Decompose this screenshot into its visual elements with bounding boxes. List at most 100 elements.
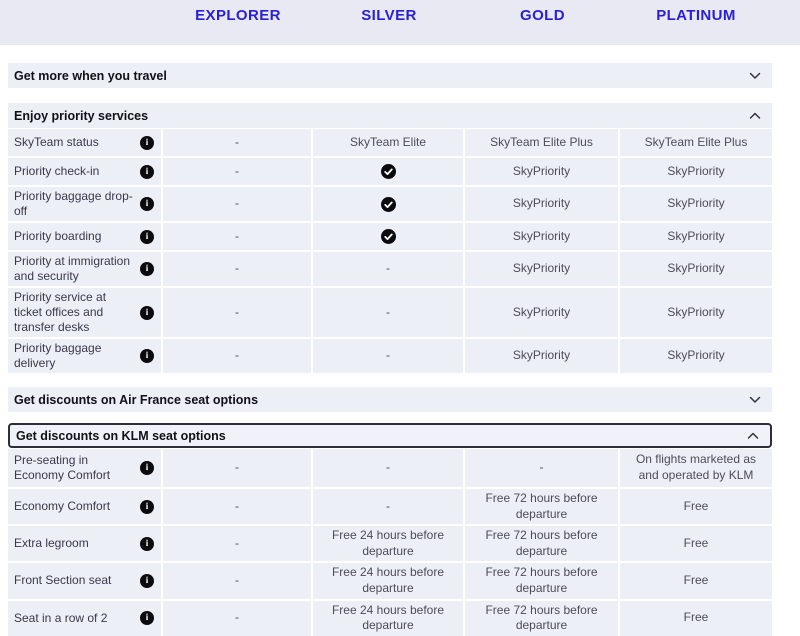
cell-value: SkyTeam Elite Plus: [465, 129, 618, 156]
accordion-get-more-when-you-travel[interactable]: Get more when you travel: [8, 63, 772, 88]
cell-value: Free 24 hours before departure: [313, 526, 463, 562]
cell-value: -: [163, 158, 311, 185]
accordion-enjoy-priority-services[interactable]: Enjoy priority services: [8, 103, 772, 128]
row-label: Pre-seating in Economy Comfort: [14, 453, 111, 482]
cell-value: SkyPriority: [620, 288, 772, 337]
cell-value: -: [163, 526, 311, 562]
cell-value: SkyPriority: [620, 158, 772, 185]
table-row: Seat in a row of 2 i - Free 24 hours bef…: [8, 600, 772, 636]
accordion-title: Enjoy priority services: [14, 108, 149, 123]
column-header-platinum: PLATINUM: [656, 7, 736, 24]
cell-value: SkyPriority: [620, 252, 772, 286]
cell-value: SkyTeam Elite: [313, 129, 463, 156]
cell-value: SkyTeam Elite Plus: [620, 129, 772, 156]
column-header-explorer: EXPLORER: [195, 7, 281, 24]
cell-value: SkyPriority: [465, 252, 618, 286]
klm-seat-options-table: Pre-seating in Economy Comfort i - - - O…: [8, 449, 772, 636]
chevron-up-icon: [749, 112, 761, 120]
accordion-air-france-seat-options[interactable]: Get discounts on Air France seat options: [8, 387, 772, 412]
cell-value: Free: [620, 563, 772, 599]
cell-value: [313, 223, 463, 250]
info-icon[interactable]: i: [140, 229, 154, 244]
cell-value: Free 24 hours before departure: [313, 563, 463, 599]
info-icon[interactable]: i: [140, 573, 154, 588]
cell-value: -: [313, 288, 463, 337]
cell-value: -: [163, 288, 311, 337]
info-icon[interactable]: i: [140, 611, 154, 626]
accordion-title: Get more when you travel: [14, 68, 167, 83]
table-row: Priority boarding i - SkyPriority SkyPri…: [8, 223, 772, 250]
row-label: Priority baggage drop-off: [14, 189, 133, 218]
cell-value: Free 72 hours before departure: [465, 526, 618, 562]
row-label: Priority baggage delivery: [14, 341, 102, 370]
table-row: Pre-seating in Economy Comfort i - - - O…: [8, 449, 772, 487]
cell-value: -: [313, 252, 463, 286]
tier-header-spacer: [0, 0, 163, 45]
info-icon[interactable]: i: [140, 164, 154, 179]
check-icon: [380, 229, 396, 244]
row-label: Priority service at ticket offices and t…: [14, 290, 107, 334]
cell-value: [313, 158, 463, 185]
cell-value: Free 24 hours before departure: [313, 600, 463, 636]
cell-value: SkyPriority: [620, 339, 772, 373]
cell-value: SkyPriority: [465, 158, 618, 185]
row-label: Priority at immigration and security: [14, 254, 131, 283]
cell-value: On flights marketed as and operated by K…: [620, 449, 772, 487]
row-label: SkyTeam status: [14, 135, 99, 149]
cell-value: SkyPriority: [465, 339, 618, 373]
table-row: Extra legroom i - Free 24 hours before d…: [8, 526, 772, 562]
table-row: Priority baggage drop-off i - SkyPriorit…: [8, 187, 772, 221]
table-row: Front Section seat i - Free 24 hours bef…: [8, 563, 772, 599]
cell-value: -: [313, 449, 463, 487]
table-row: SkyTeam status i - SkyTeam Elite SkyTeam…: [8, 129, 772, 156]
cell-value: Free 72 hours before departure: [465, 600, 618, 636]
cell-value: -: [163, 600, 311, 636]
cell-value: -: [163, 252, 311, 286]
cell-value: Free 72 hours before departure: [465, 489, 618, 525]
row-label: Priority check-in: [14, 164, 100, 178]
cell-value: [313, 187, 463, 221]
cell-value: -: [163, 489, 311, 525]
info-icon[interactable]: i: [140, 349, 154, 363]
accordion-title: Get discounts on Air France seat options: [14, 392, 259, 407]
cell-value: Free: [620, 489, 772, 525]
check-icon: [380, 196, 396, 212]
table-row: Priority at immigration and security i -…: [8, 252, 772, 286]
cell-value: -: [163, 223, 311, 250]
info-icon[interactable]: i: [140, 135, 154, 150]
column-header-silver: SILVER: [361, 7, 417, 24]
table-row: Priority check-in i - SkyPriority SkyPri…: [8, 158, 772, 185]
cell-value: SkyPriority: [465, 223, 618, 250]
info-icon[interactable]: i: [140, 197, 154, 211]
table-row: Economy Comfort i - - Free 72 hours befo…: [8, 489, 772, 525]
cell-value: -: [313, 339, 463, 373]
info-icon[interactable]: i: [140, 499, 154, 514]
table-row: Priority service at ticket offices and t…: [8, 288, 772, 337]
row-label: Priority boarding: [14, 229, 102, 243]
cell-value: -: [465, 449, 618, 487]
cell-value: Free: [620, 526, 772, 562]
cell-value: SkyPriority: [620, 223, 772, 250]
table-row: Priority baggage delivery i - - SkyPrior…: [8, 339, 772, 373]
chevron-down-icon: [749, 72, 761, 80]
accordion-klm-seat-options[interactable]: Get discounts on KLM seat options: [8, 423, 772, 448]
cell-value: -: [163, 187, 311, 221]
tier-header-bar: EXPLORER SILVER GOLD PLATINUM: [0, 0, 800, 45]
chevron-up-icon: [747, 432, 759, 440]
info-icon[interactable]: i: [140, 305, 154, 320]
priority-services-table: SkyTeam status i - SkyTeam Elite SkyTeam…: [8, 129, 772, 373]
cell-value: -: [163, 563, 311, 599]
row-label: Extra legroom: [14, 536, 89, 551]
cell-value: Free 72 hours before departure: [465, 563, 618, 599]
cell-value: -: [163, 129, 311, 156]
info-icon[interactable]: i: [140, 461, 154, 475]
cell-value: Free: [620, 600, 772, 636]
info-icon[interactable]: i: [140, 262, 154, 276]
row-label: Seat in a row of 2: [14, 610, 108, 625]
accordion-title: Get discounts on KLM seat options: [16, 428, 226, 443]
cell-value: -: [163, 449, 311, 487]
check-icon: [380, 164, 396, 179]
column-header-gold: GOLD: [520, 7, 565, 24]
info-icon[interactable]: i: [140, 536, 154, 551]
cell-value: SkyPriority: [465, 187, 618, 221]
